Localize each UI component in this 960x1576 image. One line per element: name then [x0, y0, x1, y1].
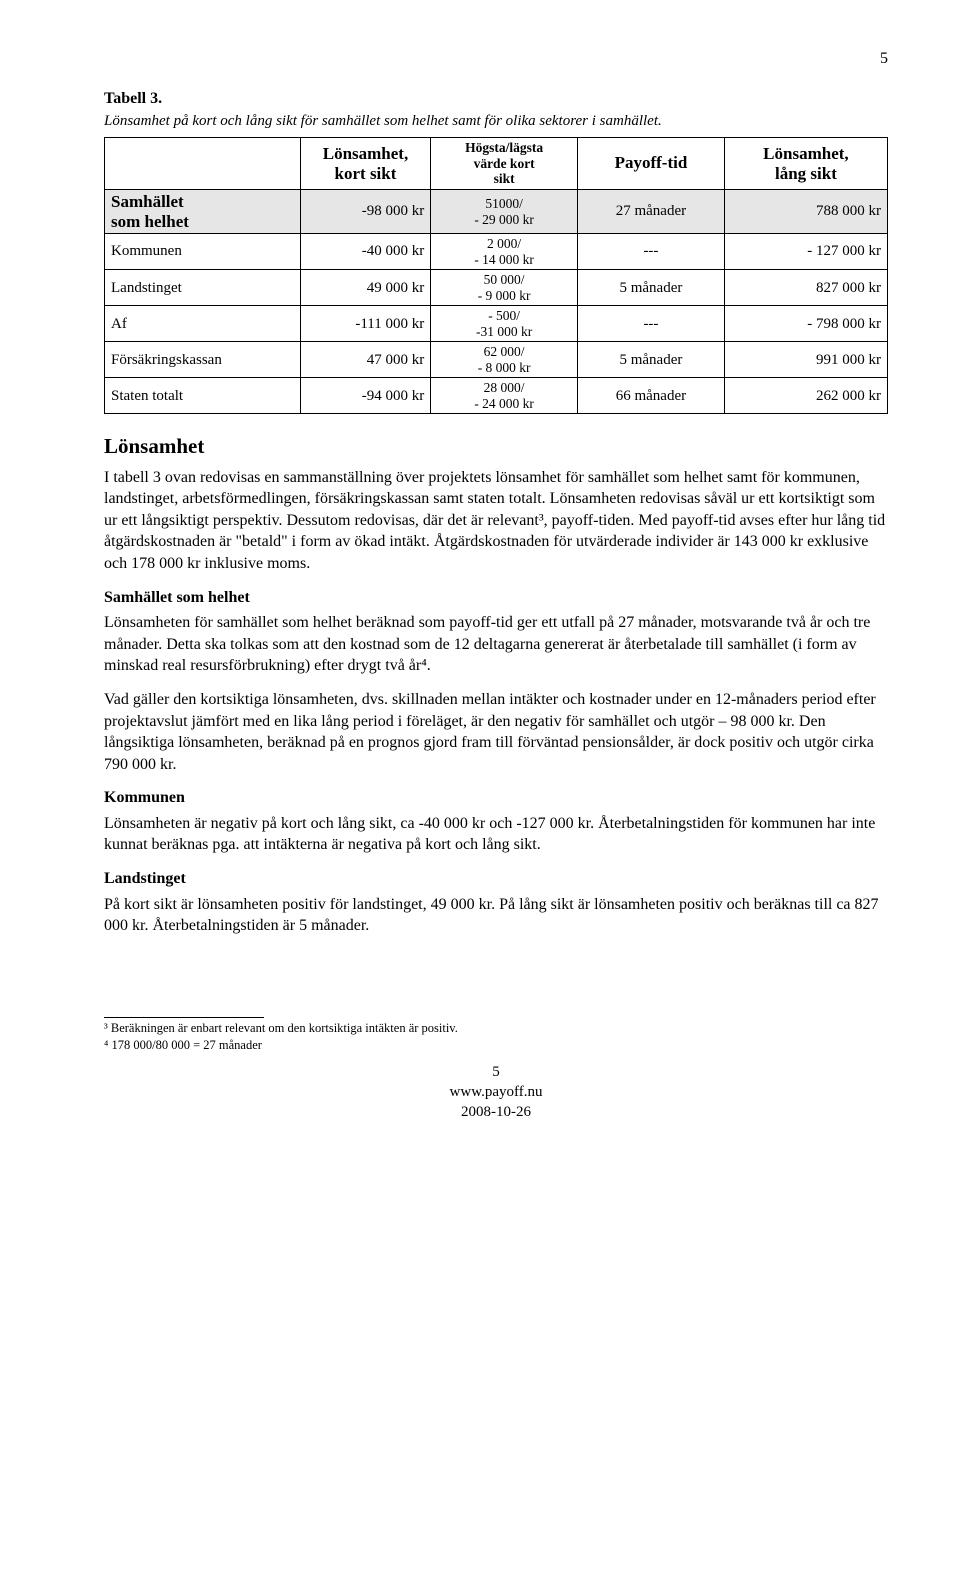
cell-ratio: 28 000/- 24 000 kr [431, 378, 578, 414]
samhallet-p1: Lönsamheten för samhället som helhet ber… [104, 612, 888, 677]
lonsamhet-table: Lönsamhet, kort sikt Högsta/lägsta värde… [104, 137, 888, 414]
cell-ratio: 51000/- 29 000 kr [431, 189, 578, 233]
cell-ratio: 62 000/- 8 000 kr [431, 342, 578, 378]
cell-ratio: 2 000/- 14 000 kr [431, 234, 578, 270]
th-lang: Lönsamhet, lång sikt [724, 138, 887, 190]
th-payoff: Payoff-tid [578, 138, 725, 190]
footer-date: 2008-10-26 [104, 1102, 888, 1122]
cell-ratio: - 500/-31 000 kr [431, 306, 578, 342]
cell-lang: 788 000 kr [724, 189, 887, 233]
cell-lang: - 798 000 kr [724, 306, 887, 342]
footnote-4: ⁴ 178 000/80 000 = 27 månader [104, 1037, 888, 1054]
footnotes: ³ Beräkningen är enbart relevant om den … [104, 1020, 888, 1054]
table-caption: Lönsamhet på kort och lång sikt för samh… [104, 111, 888, 131]
cell-kort: -111 000 kr [300, 306, 430, 342]
table-body: Samhälletsom helhet-98 000 kr51000/- 29 … [105, 189, 888, 413]
th-kort-l2: kort sikt [335, 164, 397, 183]
th-ratio-l1: Högsta/lägsta [465, 140, 543, 155]
page-number-top: 5 [104, 48, 888, 70]
table-title: Tabell 3. [104, 88, 888, 110]
footer-page: 5 [104, 1062, 888, 1082]
footer-url: www.payoff.nu [104, 1082, 888, 1102]
table-row: Samhälletsom helhet-98 000 kr51000/- 29 … [105, 189, 888, 233]
th-ratio: Högsta/lägsta värde kort sikt [431, 138, 578, 190]
cell-lang: 991 000 kr [724, 342, 887, 378]
cell-kort: -94 000 kr [300, 378, 430, 414]
intro-paragraph: I tabell 3 ovan redovisas en sammanställ… [104, 467, 888, 575]
landstinget-p: På kort sikt är lönsamheten positiv för … [104, 894, 888, 937]
table-row: Af-111 000 kr- 500/-31 000 kr---- 798 00… [105, 306, 888, 342]
heading-landstinget: Landstinget [104, 868, 888, 890]
cell-payoff: --- [578, 234, 725, 270]
cell-ratio: 50 000/- 9 000 kr [431, 270, 578, 306]
cell-kort: 49 000 kr [300, 270, 430, 306]
row-label: Staten totalt [105, 378, 301, 414]
cell-payoff: --- [578, 306, 725, 342]
th-lang-l1: Lönsamhet, [763, 144, 848, 163]
th-ratio-l3: sikt [494, 171, 515, 186]
table-row: Staten totalt-94 000 kr28 000/- 24 000 k… [105, 378, 888, 414]
th-ratio-l2: värde kort [474, 156, 535, 171]
row-label: Försäkringskassan [105, 342, 301, 378]
th-kort-l1: Lönsamhet, [323, 144, 408, 163]
table-row: Landstinget49 000 kr50 000/- 9 000 kr5 m… [105, 270, 888, 306]
row-label: Landstinget [105, 270, 301, 306]
row-label: Kommunen [105, 234, 301, 270]
row-label: Af [105, 306, 301, 342]
th-blank [105, 138, 301, 190]
table-row: Försäkringskassan47 000 kr62 000/- 8 000… [105, 342, 888, 378]
heading-samhallet: Samhället som helhet [104, 587, 888, 609]
cell-kort: -40 000 kr [300, 234, 430, 270]
cell-lang: 262 000 kr [724, 378, 887, 414]
cell-lang: - 127 000 kr [724, 234, 887, 270]
samhallet-p2: Vad gäller den kortsiktiga lönsamheten, … [104, 689, 888, 775]
cell-payoff: 5 månader [578, 270, 725, 306]
kommunen-p: Lönsamheten är negativ på kort och lång … [104, 813, 888, 856]
cell-kort: 47 000 kr [300, 342, 430, 378]
cell-payoff: 5 månader [578, 342, 725, 378]
cell-payoff: 66 månader [578, 378, 725, 414]
footnote-rule [104, 1017, 264, 1018]
cell-lang: 827 000 kr [724, 270, 887, 306]
cell-payoff: 27 månader [578, 189, 725, 233]
th-kort: Lönsamhet, kort sikt [300, 138, 430, 190]
footer: 5 www.payoff.nu 2008-10-26 [104, 1062, 888, 1123]
th-lang-l2: lång sikt [775, 164, 837, 183]
cell-kort: -98 000 kr [300, 189, 430, 233]
footnote-3: ³ Beräkningen är enbart relevant om den … [104, 1020, 888, 1037]
row-label: Samhälletsom helhet [105, 189, 301, 233]
table-row: Kommunen-40 000 kr2 000/- 14 000 kr---- … [105, 234, 888, 270]
heading-kommunen: Kommunen [104, 787, 888, 809]
heading-lonsamhet: Lönsamhet [104, 432, 888, 460]
